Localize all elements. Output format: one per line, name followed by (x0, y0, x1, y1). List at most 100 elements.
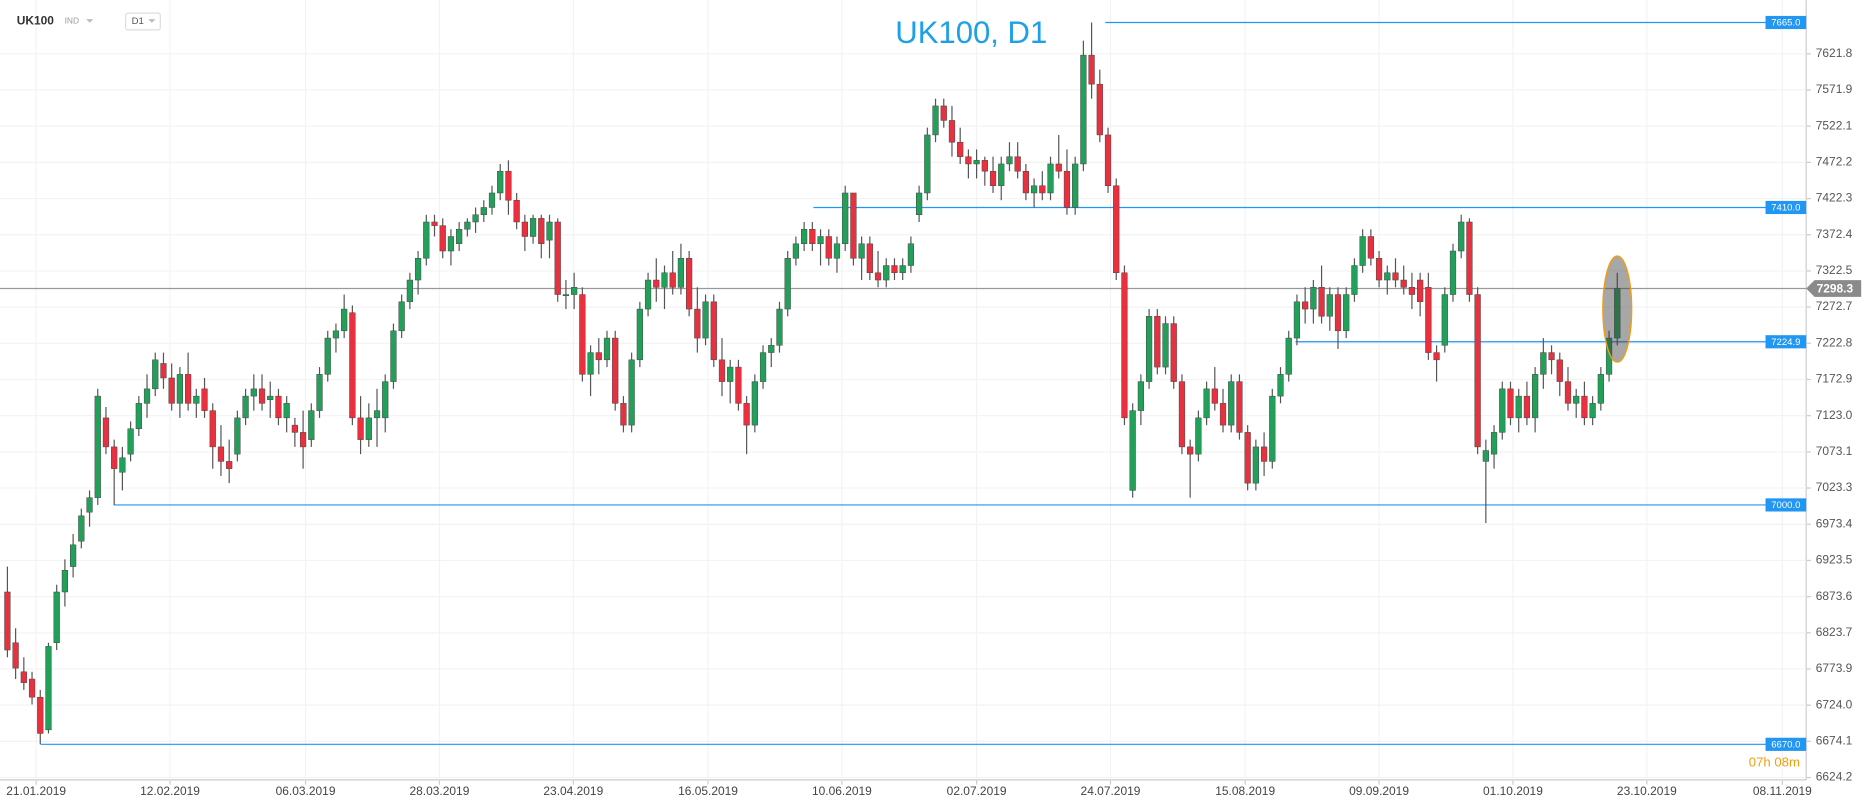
x-tick-label: 23.10.2019 (1617, 784, 1677, 798)
candle-body (891, 265, 898, 274)
candle-body (694, 308, 701, 339)
candle-body (291, 424, 298, 433)
candle-body (439, 225, 446, 252)
candle-body (1540, 352, 1547, 375)
current-price-box (1806, 280, 1862, 297)
candle-body (1219, 403, 1227, 426)
level-label-box (1765, 15, 1807, 30)
candle-body (1269, 395, 1276, 462)
candle-body (513, 199, 520, 223)
candle-body (1499, 388, 1506, 433)
x-tick-label: 28.03.2019 (410, 784, 470, 798)
candle-body (423, 221, 430, 259)
candle-body (603, 337, 611, 361)
candle-body (636, 308, 643, 361)
candle-body (1581, 395, 1588, 419)
candle-body (1178, 381, 1186, 448)
candle-body (209, 410, 216, 448)
candle-body (579, 294, 586, 375)
candle-body (1121, 272, 1128, 419)
candle-body (258, 388, 266, 404)
candle-body (768, 345, 775, 353)
candle-body (1104, 134, 1112, 186)
candle-body (1310, 287, 1317, 310)
candle-body (1351, 265, 1358, 295)
candle-body (456, 229, 463, 244)
candle-body (1384, 272, 1391, 281)
candle-body (801, 229, 808, 244)
x-tick-label: 02.07.2019 (947, 784, 1007, 798)
candle-body (94, 395, 101, 498)
candle-body (973, 160, 980, 165)
candle-body (1055, 163, 1062, 172)
y-tick-label: 7023.3 (1816, 480, 1853, 494)
candle-body (102, 417, 110, 448)
candle-body (883, 265, 890, 281)
candle-body (1302, 301, 1309, 310)
candle-body (1408, 287, 1416, 295)
candle-body (1367, 236, 1374, 259)
candle-body (710, 301, 717, 361)
dropdown-icon[interactable] (148, 19, 156, 23)
candle-body (45, 646, 52, 731)
candle-body (398, 301, 405, 332)
timeframe[interactable]: D1 (132, 16, 144, 27)
candle-body (620, 403, 627, 426)
candle-body (488, 192, 496, 208)
candle-body (669, 272, 676, 288)
x-tick-label: 24.07.2019 (1081, 784, 1141, 798)
candle-body (1589, 403, 1596, 419)
timeframe-box[interactable] (125, 12, 161, 31)
x-tick-label: 10.06.2019 (812, 784, 872, 798)
candle-body (299, 432, 307, 448)
candle-body (1096, 83, 1103, 136)
candle-body (414, 258, 422, 281)
candle-body (924, 134, 931, 194)
candle-body (1597, 374, 1604, 404)
candle-body (1203, 388, 1210, 419)
y-tick-label: 6923.5 (1816, 553, 1853, 567)
candle-body (1088, 54, 1095, 85)
candle-body (1573, 395, 1580, 404)
candle-body (776, 308, 783, 346)
candle-body (653, 279, 660, 288)
candle-body (1425, 287, 1432, 353)
candle-body (661, 272, 668, 288)
candle-body (628, 359, 635, 426)
dropdown-icon[interactable] (86, 19, 94, 23)
candle-body (1334, 294, 1342, 332)
candle-body (998, 163, 1005, 186)
highlight (1602, 255, 1633, 363)
candle-body (759, 352, 767, 382)
candle-body (644, 279, 652, 310)
candle-body (1523, 395, 1531, 419)
candle-body (784, 258, 791, 310)
candle-body (497, 170, 504, 194)
candle-body (866, 243, 873, 274)
candle-body (1293, 301, 1301, 339)
candle-body (1433, 352, 1440, 361)
candle-body (1195, 417, 1202, 455)
countdown: 07h 08m (1749, 755, 1800, 770)
candle-body (1548, 352, 1555, 361)
candle-body (1285, 337, 1292, 375)
candle-body (587, 352, 594, 375)
candle-body (275, 395, 282, 419)
y-tick-label: 6873.6 (1816, 589, 1853, 603)
candle-body (718, 359, 726, 382)
candle-body (1072, 163, 1079, 208)
y-tick-label: 6823.7 (1816, 625, 1853, 639)
candle-body (1441, 294, 1448, 346)
symbol[interactable]: UK100 (17, 14, 55, 28)
x-tick-label: 21.01.2019 (6, 784, 66, 798)
y-tick-label: 7172.9 (1816, 372, 1853, 386)
candle-body (554, 221, 561, 295)
candle-body (20, 671, 27, 683)
candle-body (341, 308, 348, 332)
candle-body (1515, 395, 1522, 419)
candle-body (70, 544, 77, 567)
y-tick-label: 6624.2 (1816, 770, 1853, 784)
candle-body (480, 207, 487, 215)
candle-body (12, 642, 19, 669)
